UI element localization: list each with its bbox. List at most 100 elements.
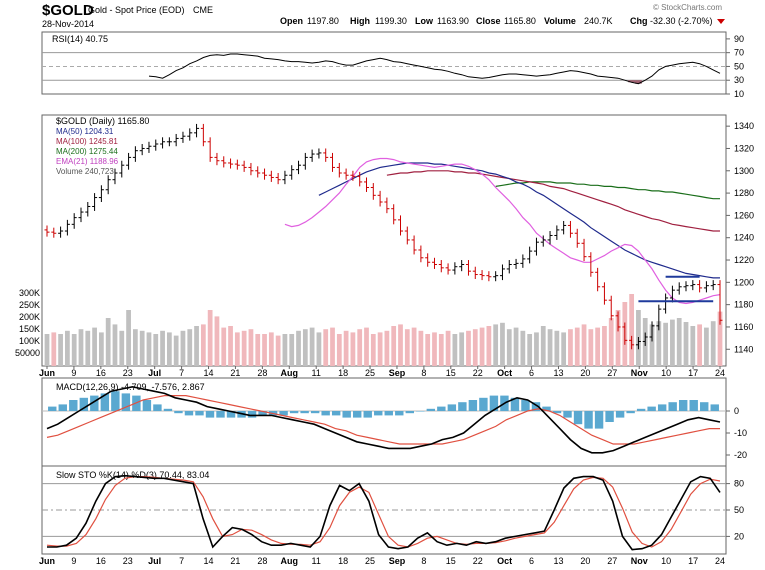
price-bar: [316, 148, 322, 159]
volume-bar: [418, 330, 424, 366]
macd-histogram-bar: [626, 411, 635, 414]
price-bar: [520, 254, 526, 268]
x-axis-label-bottom: Jun: [39, 556, 55, 566]
volume-bar: [411, 327, 417, 366]
macd-histogram-bar: [594, 411, 604, 429]
volume-bar: [663, 322, 668, 366]
low-label: Low: [415, 16, 434, 26]
macd-histogram-bar: [142, 400, 152, 411]
volume-bar: [234, 332, 240, 366]
x-axis-label-top: 11: [312, 368, 321, 378]
price-bar: [187, 128, 193, 141]
price-bar: [357, 171, 363, 187]
price-bar: [64, 219, 70, 236]
x-axis-label-top: 20: [580, 368, 590, 378]
volume-bar: [105, 318, 111, 366]
price-bar: [51, 227, 57, 238]
x-axis-label-bottom: Aug: [281, 556, 299, 566]
price-bar: [710, 280, 716, 291]
volume-bar: [153, 334, 159, 366]
price-bar: [160, 137, 166, 149]
volume-bar: [228, 326, 233, 366]
macd-histogram-bar: [510, 397, 520, 411]
volume-bar: [132, 329, 138, 366]
x-axis-label-top: 8: [421, 368, 426, 378]
price-bar: [255, 166, 261, 178]
x-axis-label-top: Sep: [389, 368, 406, 378]
volume-bar: [432, 332, 437, 366]
price-bar: [527, 246, 533, 264]
macd-histogram-bar: [552, 411, 562, 414]
macd-histogram-bar: [100, 393, 110, 411]
x-axis-label-top: 21: [230, 368, 240, 378]
macd-histogram-bar: [279, 411, 288, 416]
volume-bar: [595, 327, 601, 366]
rsi-line: [148, 53, 721, 85]
volume-bar: [302, 329, 308, 366]
price-bar: [581, 238, 587, 262]
volume-bar: [452, 334, 458, 366]
chg-value: -32.30 (-2.70%): [650, 16, 713, 26]
price-axis-tick-label: 1260: [734, 210, 754, 220]
sto-axis-tick-label: 50: [734, 505, 744, 515]
volume-bar: [438, 334, 444, 366]
price-bar: [343, 168, 349, 180]
x-axis-label-top: 15: [446, 368, 456, 378]
rsi-oversold-fill: [628, 80, 636, 83]
volume-bar: [65, 330, 70, 366]
high-label: High: [350, 16, 370, 26]
volume-bar: [466, 330, 471, 366]
volume-bar: [146, 332, 152, 366]
price-bar: [574, 228, 580, 248]
price-bar: [629, 335, 635, 350]
price-bar: [642, 332, 648, 346]
price-bar: [506, 260, 512, 274]
volume-bar: [85, 330, 91, 366]
volume-bar: [248, 329, 254, 366]
macd-axis-tick-label: -20: [734, 450, 747, 460]
volume-bar: [581, 324, 587, 366]
price-bar: [146, 141, 152, 153]
macd-histogram-bar: [458, 402, 467, 411]
macd-histogram-bar: [363, 411, 372, 418]
legend-volume: Volume 240,723: [56, 167, 114, 176]
macd-histogram-bar: [48, 406, 57, 411]
macd-histogram-bar: [216, 411, 225, 418]
legend-ma50: MA(50) 1204.31: [56, 127, 114, 136]
chart-date: 28-Nov-2014: [42, 19, 94, 29]
x-axis-label-bottom: 25: [365, 556, 375, 566]
macd-histogram-bar: [384, 411, 393, 416]
volume-axis-label: 250K: [19, 300, 40, 310]
price-bar: [350, 170, 356, 181]
price-bar: [92, 193, 98, 211]
price-bar: [669, 285, 675, 303]
macd-histogram-bar: [174, 411, 183, 414]
volume-bar: [520, 330, 526, 366]
volume-bar: [221, 327, 227, 366]
macd-histogram-bar: [531, 402, 541, 411]
price-bar: [615, 311, 621, 332]
close-value: 1165.80: [504, 16, 536, 26]
x-axis-label-top: 23: [123, 368, 133, 378]
volume-bar: [268, 332, 274, 366]
price-bar: [656, 304, 662, 331]
x-axis-label-top: Aug: [281, 368, 299, 378]
macd-histogram-bar: [374, 411, 383, 416]
price-bar: [119, 160, 125, 178]
price-axis-tick-label: 1140: [734, 344, 753, 354]
x-axis-label-bottom: Oct: [497, 556, 512, 566]
volume-bar: [391, 326, 397, 366]
volume-bar: [506, 329, 512, 366]
x-axis-label-top: 16: [96, 368, 106, 378]
x-axis-label-top: 10: [661, 368, 671, 378]
macd-histogram-bar: [521, 400, 530, 411]
price-bar: [262, 168, 268, 180]
macd-histogram-bar: [258, 411, 267, 416]
volume-bar: [459, 332, 465, 366]
volume-bar: [683, 322, 689, 366]
price-bar: [683, 281, 689, 292]
price-bar: [139, 144, 145, 156]
down-arrow-icon: [717, 19, 725, 24]
macd-histogram-bar: [479, 397, 488, 411]
price-axis-tick-label: 1300: [734, 166, 754, 176]
